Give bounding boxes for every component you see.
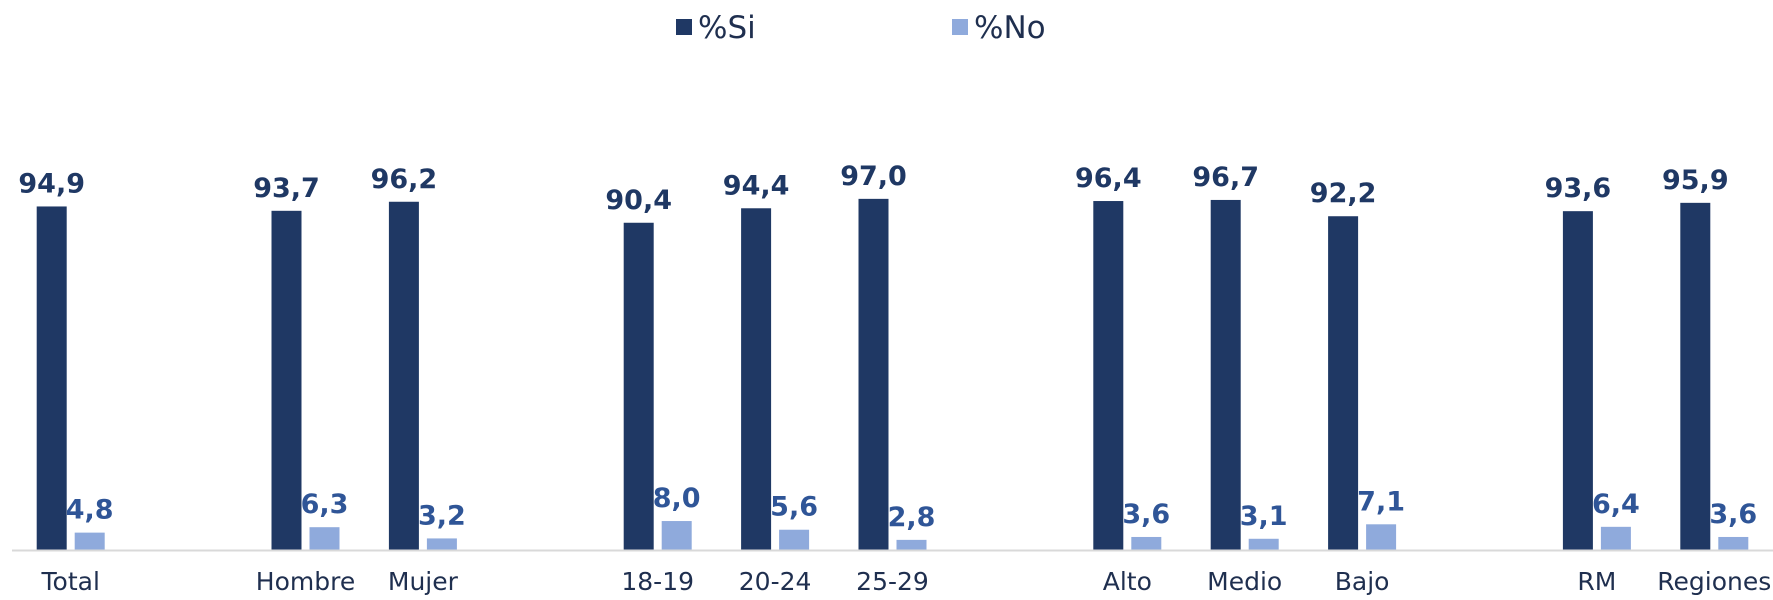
bar-si-0 <box>36 206 67 550</box>
category-label-2: Hombre <box>256 567 355 596</box>
value-label-si-3: 96,2 <box>371 164 438 195</box>
value-label-no-11: 7,1 <box>1357 486 1405 517</box>
bar-no-3 <box>426 538 457 550</box>
bar-no-9 <box>1131 536 1162 550</box>
bars <box>36 198 1749 551</box>
value-label-no-14: 3,6 <box>1709 499 1757 530</box>
legend: %Si %No <box>676 10 1046 46</box>
category-label-13: RM <box>1577 567 1616 596</box>
category-label-11: Bajo <box>1335 567 1390 596</box>
bar-si-7 <box>858 198 889 551</box>
category-label-10: Medio <box>1207 567 1282 596</box>
value-label-si-9: 96,4 <box>1075 163 1142 194</box>
category-label-3: Mujer <box>388 567 459 596</box>
category-label-7: 25-29 <box>856 567 929 596</box>
bar-no-14 <box>1718 536 1749 550</box>
value-label-no-13: 6,4 <box>1592 489 1640 520</box>
value-label-si-11: 92,2 <box>1310 178 1377 209</box>
category-labels: Total Hombre Mujer 18-19 20-24 25-29 Alto Medio… <box>41 567 1772 596</box>
bar-si-10 <box>1210 199 1241 551</box>
value-label-no-5: 8,0 <box>653 483 701 514</box>
value-label-si-13: 93,6 <box>1545 173 1612 204</box>
value-label-no-6: 5,6 <box>770 492 818 523</box>
category-label-0: Total <box>41 567 100 596</box>
value-label-si-10: 96,7 <box>1192 162 1259 193</box>
value-label-si-2: 93,7 <box>253 173 320 204</box>
value-label-si-14: 95,9 <box>1662 165 1729 196</box>
bar-no-13 <box>1600 526 1631 550</box>
category-label-6: 20-24 <box>739 567 812 596</box>
bar-si-11 <box>1328 216 1359 550</box>
value-label-si-6: 94,4 <box>723 170 790 201</box>
value-labels: 94,9 4,8 93,7 6,3 96,2 3,2 90,4 8,0 94,4 5,6 97,0 2… <box>18 161 1757 533</box>
legend-label-si: %Si <box>698 10 756 46</box>
value-label-no-9: 3,6 <box>1122 499 1170 530</box>
legend-swatch-si <box>676 19 692 35</box>
bar-si-2 <box>271 210 302 550</box>
value-label-si-5: 90,4 <box>605 185 672 216</box>
value-label-si-0: 94,9 <box>18 168 85 199</box>
value-label-no-10: 3,1 <box>1240 501 1288 532</box>
category-label-9: Alto <box>1103 567 1152 596</box>
bar-no-2 <box>309 527 340 550</box>
bar-si-13 <box>1562 211 1593 550</box>
bar-no-7 <box>896 539 927 550</box>
bar-no-10 <box>1248 538 1279 550</box>
bar-no-5 <box>661 521 692 550</box>
bar-no-0 <box>74 532 105 550</box>
value-label-no-7: 2,8 <box>888 502 936 533</box>
bar-si-3 <box>388 201 419 551</box>
bar-si-9 <box>1093 201 1124 551</box>
bar-no-6 <box>779 529 810 550</box>
legend-label-no: %No <box>974 10 1046 46</box>
bar-si-5 <box>623 222 654 550</box>
bar-si-14 <box>1680 202 1711 551</box>
value-label-no-2: 6,3 <box>301 489 349 520</box>
value-label-no-3: 3,2 <box>418 500 466 531</box>
bar-si-6 <box>741 208 772 550</box>
category-label-5: 18-19 <box>621 567 694 596</box>
value-label-si-7: 97,0 <box>840 161 907 192</box>
bar-no-11 <box>1366 524 1397 550</box>
category-label-14: Regiones <box>1657 567 1771 596</box>
value-label-no-0: 4,8 <box>66 495 114 526</box>
legend-swatch-no <box>952 19 968 35</box>
